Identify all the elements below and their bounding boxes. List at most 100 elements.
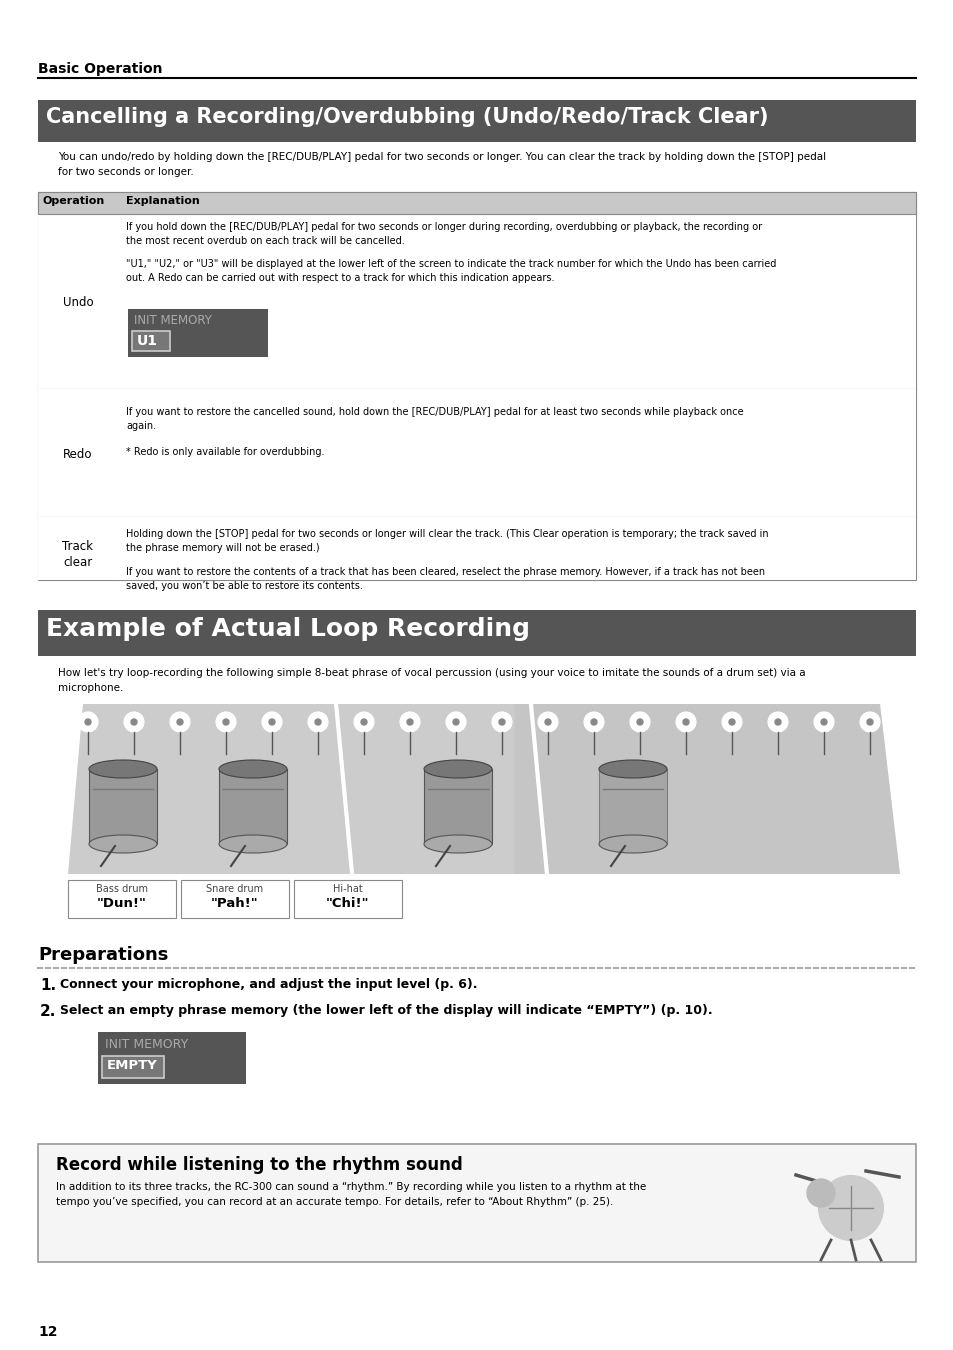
Ellipse shape (89, 760, 157, 778)
Circle shape (85, 720, 91, 725)
Bar (423, 769, 492, 844)
Bar (68, 880, 175, 918)
Bar (128, 309, 268, 356)
Ellipse shape (598, 836, 666, 853)
Text: "U1," "U2," or "U3" will be displayed at the lower left of the screen to indicat: "U1," "U2," or "U3" will be displayed at… (126, 259, 776, 284)
Text: If you hold down the [REC/DUB/PLAY] pedal for two seconds or longer during recor: If you hold down the [REC/DUB/PLAY] peda… (126, 221, 761, 247)
Bar (38, 192, 915, 580)
Circle shape (818, 1176, 882, 1241)
Circle shape (806, 1179, 834, 1207)
Ellipse shape (219, 836, 287, 853)
Circle shape (308, 711, 328, 732)
Circle shape (821, 720, 826, 725)
Ellipse shape (89, 836, 157, 853)
Bar (598, 769, 666, 844)
Circle shape (360, 720, 367, 725)
Bar (38, 215, 915, 389)
Bar (132, 331, 170, 351)
Ellipse shape (423, 760, 492, 778)
Text: Track
clear: Track clear (63, 540, 93, 568)
Polygon shape (514, 703, 899, 873)
Circle shape (269, 720, 274, 725)
Circle shape (314, 720, 320, 725)
Circle shape (354, 711, 374, 732)
Text: 1.: 1. (40, 977, 56, 994)
Text: You can undo/redo by holding down the [REC/DUB/PLAY] pedal for two seconds or lo: You can undo/redo by holding down the [R… (58, 153, 825, 177)
Text: 2.: 2. (40, 1004, 56, 1019)
Circle shape (223, 720, 229, 725)
Text: Preparations: Preparations (38, 946, 168, 964)
Circle shape (676, 711, 696, 732)
Text: Bass drum: Bass drum (96, 884, 148, 894)
Text: * Redo is only available for overdubbing.: * Redo is only available for overdubbing… (126, 447, 324, 458)
Text: Example of Actual Loop Recording: Example of Actual Loop Recording (46, 617, 530, 641)
Circle shape (177, 720, 183, 725)
Circle shape (637, 720, 642, 725)
Circle shape (453, 720, 458, 725)
Bar (38, 100, 915, 142)
Text: In addition to its three tracks, the RC-300 can sound a “rhythm.” By recording w: In addition to its three tracks, the RC-… (56, 1183, 645, 1207)
Bar (38, 192, 915, 215)
Circle shape (544, 720, 551, 725)
Text: 12: 12 (38, 1324, 57, 1339)
Bar (89, 769, 157, 844)
Text: Cancelling a Recording/Overdubbing (Undo/Redo/Track Clear): Cancelling a Recording/Overdubbing (Undo… (46, 107, 768, 127)
Ellipse shape (423, 836, 492, 853)
Text: INIT MEMORY: INIT MEMORY (133, 315, 212, 327)
Circle shape (774, 720, 781, 725)
Text: Explanation: Explanation (126, 196, 199, 207)
Text: Select an empty phrase memory (the lower left of the display will indicate “EMPT: Select an empty phrase memory (the lower… (60, 1004, 712, 1017)
Circle shape (859, 711, 879, 732)
Circle shape (590, 720, 597, 725)
Circle shape (124, 711, 144, 732)
Circle shape (767, 711, 787, 732)
Text: "Chi!": "Chi!" (326, 896, 370, 910)
Circle shape (492, 711, 512, 732)
Bar (219, 769, 287, 844)
Text: Basic Operation: Basic Operation (38, 62, 162, 76)
Text: Record while listening to the rhythm sound: Record while listening to the rhythm sou… (56, 1156, 462, 1174)
Circle shape (498, 720, 504, 725)
Circle shape (262, 711, 282, 732)
Circle shape (629, 711, 649, 732)
Circle shape (78, 711, 98, 732)
Text: EMPTY: EMPTY (107, 1058, 157, 1072)
Text: U1: U1 (137, 333, 158, 348)
Text: Connect your microphone, and adjust the input level (p. 6).: Connect your microphone, and adjust the … (60, 977, 477, 991)
Circle shape (131, 720, 137, 725)
Bar (294, 880, 401, 918)
Circle shape (446, 711, 465, 732)
Bar (98, 1031, 246, 1084)
Bar (102, 1056, 164, 1079)
Circle shape (170, 711, 190, 732)
Circle shape (407, 720, 413, 725)
Text: Hi-hat: Hi-hat (333, 884, 362, 894)
Circle shape (399, 711, 419, 732)
Circle shape (583, 711, 603, 732)
Circle shape (866, 720, 872, 725)
Circle shape (721, 711, 741, 732)
Bar (38, 1143, 915, 1262)
Text: Holding down the [STOP] pedal for two seconds or longer will clear the track. (T: Holding down the [STOP] pedal for two se… (126, 529, 768, 554)
Text: How let's try loop-recording the following simple 8-beat phrase of vocal percuss: How let's try loop-recording the followi… (58, 668, 804, 693)
Circle shape (215, 711, 235, 732)
Text: "Pah!": "Pah!" (211, 896, 258, 910)
Text: If you want to restore the cancelled sound, hold down the [REC/DUB/PLAY] pedal f: If you want to restore the cancelled sou… (126, 406, 742, 432)
Circle shape (728, 720, 734, 725)
Text: Operation: Operation (43, 196, 105, 207)
Text: "Dun!": "Dun!" (97, 896, 147, 910)
Bar (38, 610, 915, 656)
Circle shape (682, 720, 688, 725)
Polygon shape (68, 703, 899, 873)
Text: INIT MEMORY: INIT MEMORY (105, 1038, 188, 1052)
Text: If you want to restore the contents of a track that has been cleared, reselect t: If you want to restore the contents of a… (126, 567, 764, 591)
Text: Snare drum: Snare drum (206, 884, 263, 894)
Circle shape (813, 711, 833, 732)
Ellipse shape (219, 760, 287, 778)
Bar (38, 517, 915, 580)
Bar (181, 880, 289, 918)
Ellipse shape (598, 760, 666, 778)
Text: Undo: Undo (63, 297, 93, 309)
Text: Redo: Redo (63, 448, 92, 460)
Bar (38, 389, 915, 517)
